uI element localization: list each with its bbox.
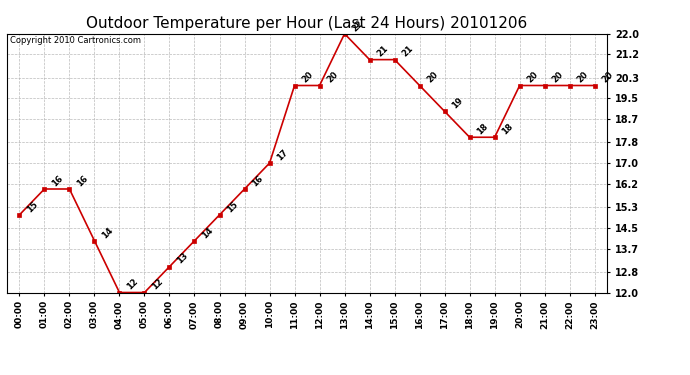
Text: 18: 18 — [475, 122, 490, 136]
Text: 20: 20 — [325, 70, 339, 85]
Text: 20: 20 — [550, 70, 565, 85]
Text: 14: 14 — [100, 225, 115, 240]
Text: 16: 16 — [75, 174, 90, 188]
Text: 17: 17 — [275, 148, 290, 162]
Text: 16: 16 — [50, 174, 65, 188]
Text: 15: 15 — [25, 200, 39, 214]
Text: 20: 20 — [575, 70, 590, 85]
Title: Outdoor Temperature per Hour (Last 24 Hours) 20101206: Outdoor Temperature per Hour (Last 24 Ho… — [86, 16, 528, 31]
Text: 20: 20 — [425, 70, 440, 85]
Text: 20: 20 — [300, 70, 315, 85]
Text: 14: 14 — [200, 225, 215, 240]
Text: 16: 16 — [250, 174, 265, 188]
Text: 12: 12 — [150, 277, 165, 292]
Text: 21: 21 — [375, 44, 390, 59]
Text: 22: 22 — [350, 18, 365, 33]
Text: 21: 21 — [400, 44, 415, 59]
Text: 20: 20 — [600, 70, 615, 85]
Text: 15: 15 — [225, 200, 239, 214]
Text: 13: 13 — [175, 251, 190, 266]
Text: 20: 20 — [525, 70, 540, 85]
Text: 12: 12 — [125, 277, 139, 292]
Text: 19: 19 — [450, 96, 465, 111]
Text: Copyright 2010 Cartronics.com: Copyright 2010 Cartronics.com — [10, 36, 141, 45]
Text: 18: 18 — [500, 122, 515, 136]
